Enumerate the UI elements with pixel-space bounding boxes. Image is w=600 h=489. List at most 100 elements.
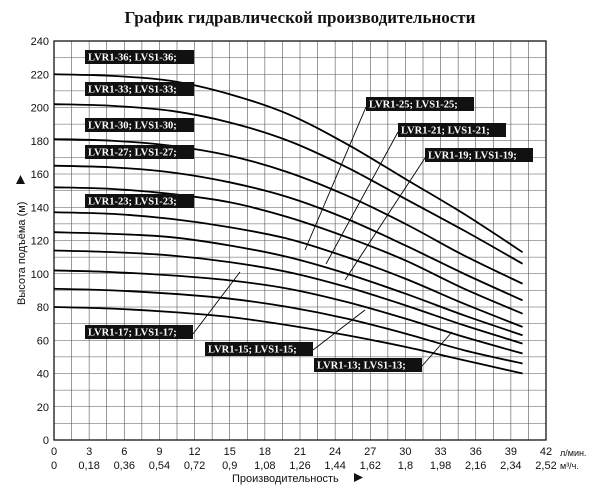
y-tick-label: 160 [31,169,49,181]
plot-frame [53,40,547,441]
curve-label-text: LVR1-36; LVS1-36; [88,53,177,64]
x-tick-label: 21 [294,446,306,458]
series-line [53,73,524,253]
curve-series [53,73,524,375]
x-tick-label: 30 [399,446,411,458]
x-tick-label: 39 [505,446,517,458]
label-leader-lines [192,106,453,367]
curve-label: LVR1-21; LVS1-21; [398,123,506,137]
x-tick-label-secondary: 1,98 [430,460,451,472]
x-tick-label: 27 [364,446,376,458]
x-tick-label-secondary: 0,36 [114,460,135,472]
x-tick-label-secondary: 2,34 [500,460,521,472]
x-tick-label: 3 [86,446,92,458]
series-line [53,103,524,265]
series-line [53,164,523,302]
y-tick-label: 0 [43,435,49,447]
curve-label-box [398,123,506,137]
y-tick-label: 220 [31,69,49,81]
curve-label-text: LVR1-15; LVS1-15; [208,345,297,356]
curve-label-text: LVR1-13; LVS1-13; [317,361,406,372]
series-line [53,269,523,355]
x-tick-label: 9 [156,446,162,458]
curve-label-box [85,325,193,339]
series-line [53,231,523,337]
y-tick-label: 80 [37,302,49,314]
x-axis-ticks: 0 0 3 0,18 6 0,36 9 0,54 12 0,72 15 0,9 18 1,08 21 1,26… [51,446,557,472]
y-tick-label: 140 [31,202,49,214]
curve-label: LVR1-30; LVS1-30; [85,118,194,132]
curve-label-box [85,145,194,159]
label-leader-line [312,309,366,351]
series-line [53,211,523,328]
chart-title: График гидравлической производительности [124,8,476,27]
y-tick-label: 180 [31,136,49,148]
curve-label: LVR1-17; LVS1-17; [85,325,193,339]
x-tick-label: 24 [329,446,341,458]
curve-label: LVR1-15; LVS1-15; [205,342,313,356]
label-leader-line [344,157,426,281]
curve-label-box [85,82,194,96]
x-axis-arrow-icon [354,473,363,482]
curve-label-box [85,118,194,132]
series-line [53,306,523,375]
x-tick-label: 42 [540,446,552,458]
x-tick-label-secondary: 1,62 [360,460,381,472]
x-tick-label-secondary: 1,26 [289,460,310,472]
y-tick-label: 100 [31,269,49,281]
curve-label-box [85,50,194,64]
x-tick-label: 18 [259,446,271,458]
curve-label: LVR1-23; LVS1-23; [85,194,194,208]
x-unit-primary: л/мин. [560,448,586,458]
y-tick-label: 120 [31,236,49,248]
x-tick-label-secondary: 1,8 [398,460,413,472]
curve-label-text: LVR1-27; LVS1-27; [88,148,177,159]
series-line [53,186,523,315]
x-tick-label: 12 [188,446,200,458]
x-axis-label: Производительность [232,473,339,485]
curve-label: LVR1-27; LVS1-27; [85,145,194,159]
x-tick-label-secondary: 0,72 [184,460,205,472]
label-leader-line [325,131,399,265]
series-line [53,138,523,285]
curve-label-box [314,358,422,372]
y-axis-label: Высота подъёма (м) [16,202,28,305]
y-tick-label: 60 [37,335,49,347]
curve-label-box [366,97,474,111]
curve-label-text: LVR1-17; LVS1-17; [88,328,177,339]
curve-label: LVR1-19; LVS1-19; [425,148,533,162]
x-tick-label-secondary: 2,16 [465,460,486,472]
series-line [53,287,523,365]
x-tick-label: 0 [51,446,57,458]
curve-label: LVR1-25; LVS1-25; [366,97,474,111]
curve-label-text: LVR1-23; LVS1-23; [88,197,177,208]
x-tick-label: 36 [470,446,482,458]
x-unit-secondary: м³/ч. [560,461,579,471]
x-tick-label: 33 [434,446,446,458]
x-tick-label-secondary: 0,9 [222,460,237,472]
y-tick-label: 200 [31,103,49,115]
curve-label-box [425,148,533,162]
label-leader-line [192,271,241,335]
x-tick-label-secondary: 1,44 [324,460,345,472]
x-tick-label: 6 [121,446,127,458]
y-tick-label: 20 [37,402,49,414]
label-leader-line [304,106,367,251]
curve-label-text: LVR1-30; LVS1-30; [88,121,177,132]
x-tick-label-secondary: 2,52 [535,460,556,472]
y-axis-arrow-icon [16,175,25,184]
curve-label-text: LVR1-33; LVS1-33; [88,85,177,96]
y-tick-label: 40 [37,369,49,381]
series-line [53,249,523,345]
curve-label: LVR1-33; LVS1-33; [85,82,194,96]
label-leader-line [421,331,453,367]
curve-label-text: LVR1-19; LVS1-19; [428,151,517,162]
curve-labels: LVR1-36; LVS1-36; LVR1-33; LVS1-33; LVR1-3… [85,50,533,372]
curve-label: LVR1-13; LVS1-13; [314,358,422,372]
x-tick-label-secondary: 1,08 [254,460,275,472]
y-tick-label: 240 [31,36,49,48]
x-tick-label: 15 [224,446,236,458]
x-tick-label-secondary: 0,54 [149,460,170,472]
curve-label-box [205,342,313,356]
